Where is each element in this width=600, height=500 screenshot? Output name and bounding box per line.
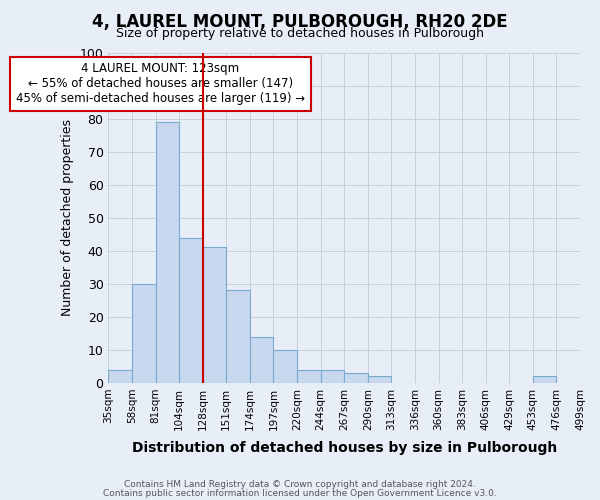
- Bar: [109, 370, 132, 383]
- Bar: [274, 350, 297, 383]
- Bar: [155, 122, 179, 383]
- Bar: [203, 248, 226, 383]
- Bar: [368, 376, 391, 383]
- Bar: [250, 336, 274, 383]
- Bar: [132, 284, 155, 383]
- Bar: [533, 376, 556, 383]
- Text: Size of property relative to detached houses in Pulborough: Size of property relative to detached ho…: [116, 28, 484, 40]
- Text: Contains public sector information licensed under the Open Government Licence v3: Contains public sector information licen…: [103, 489, 497, 498]
- Y-axis label: Number of detached properties: Number of detached properties: [61, 119, 74, 316]
- Text: Contains HM Land Registry data © Crown copyright and database right 2024.: Contains HM Land Registry data © Crown c…: [124, 480, 476, 489]
- X-axis label: Distribution of detached houses by size in Pulborough: Distribution of detached houses by size …: [131, 441, 557, 455]
- Bar: [344, 373, 368, 383]
- Bar: [320, 370, 344, 383]
- Text: 4, LAUREL MOUNT, PULBOROUGH, RH20 2DE: 4, LAUREL MOUNT, PULBOROUGH, RH20 2DE: [92, 12, 508, 30]
- Bar: [179, 238, 203, 383]
- Bar: [297, 370, 320, 383]
- Bar: [226, 290, 250, 383]
- Text: 4 LAUREL MOUNT: 123sqm
← 55% of detached houses are smaller (147)
45% of semi-de: 4 LAUREL MOUNT: 123sqm ← 55% of detached…: [16, 62, 305, 106]
